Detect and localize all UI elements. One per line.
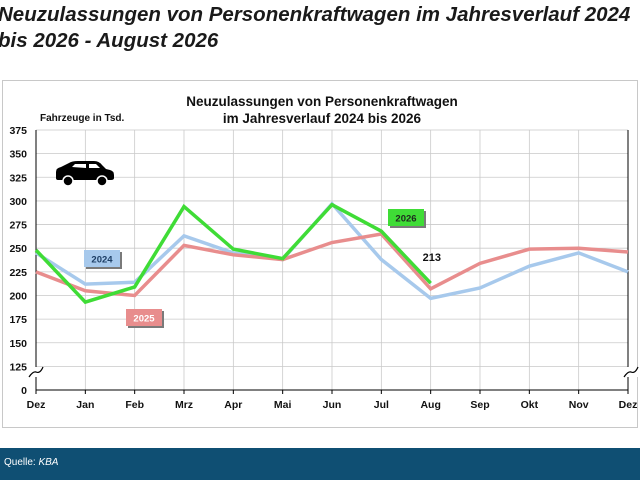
y-tick-label: 0 — [21, 385, 27, 397]
series-tag-2025 — [126, 309, 162, 326]
footer-bar: Quelle: KBA — [0, 448, 640, 480]
y-axis-label: Fahrzeuge in Tsd. — [40, 113, 124, 124]
x-tick-label: Aug — [420, 399, 440, 411]
chart-frame — [2, 80, 638, 428]
y-tick-label: 225 — [9, 267, 27, 279]
axes — [35, 130, 629, 394]
axis-break-icon — [27, 366, 640, 378]
y-tick-label: 350 — [9, 149, 27, 161]
page-title: Neuzulassungen von Personenkraftwagen im… — [0, 2, 640, 54]
x-tick-label: Dez — [619, 399, 638, 411]
y-tick-label: 250 — [9, 243, 27, 255]
y-tick-label: 275 — [9, 220, 27, 232]
grid — [36, 129, 628, 390]
x-tick-label: Jul — [374, 399, 389, 411]
series-tag-label-2026: 2026 — [395, 214, 416, 225]
series-line-2026 — [34, 202, 432, 305]
y-tick-label: 150 — [9, 338, 27, 350]
series-line-2025 — [35, 232, 629, 298]
chart-title-line-1: Neuzulassungen von Personenkraftwagen — [186, 94, 458, 109]
y-tick-label: 300 — [9, 196, 27, 208]
y-tick-label: 125 — [9, 361, 27, 373]
x-tick-label: Mai — [274, 399, 292, 411]
series-tag-2024 — [84, 250, 120, 267]
x-tick-label: Apr — [224, 399, 242, 411]
chart-title-line-2: im Jahresverlauf 2024 bis 2026 — [223, 111, 422, 126]
y-tick-label: 200 — [9, 290, 27, 302]
x-tick-label: Okt — [521, 399, 539, 411]
x-tick-label: Sep — [470, 399, 489, 411]
labels: 0 125 150 175 200 225 250 275 300 325 350 375 Dez Jan… — [9, 125, 637, 411]
y-tick-label: 325 — [9, 172, 27, 184]
x-tick-label: Mrz — [175, 399, 193, 411]
car-icon — [56, 161, 114, 187]
y-tick-label: 175 — [9, 314, 27, 326]
page-title-line-2: bis 2026 - August 2026 — [0, 29, 219, 52]
x-tick-label: Dez — [27, 399, 46, 411]
series-tag-2026 — [388, 209, 424, 226]
x-tick-label: Nov — [569, 399, 589, 411]
x-tick-label: Jun — [323, 399, 342, 411]
source-value: KBA — [38, 457, 59, 468]
source-label: Quelle: — [4, 457, 36, 468]
series-tag-label-2024: 2024 — [91, 255, 113, 266]
page-title-line-1: Neuzulassungen von Personenkraftwagen im… — [0, 3, 631, 26]
x-tick-label: Feb — [125, 399, 144, 411]
annotation-latest-value: 213 — [423, 252, 441, 264]
y-tick-label: 375 — [9, 125, 27, 137]
source-note: Quelle: KBA — [4, 457, 58, 468]
series-tag-label-2025: 2025 — [133, 314, 155, 325]
x-tick-label: Jan — [76, 399, 94, 411]
series — [34, 201, 629, 305]
